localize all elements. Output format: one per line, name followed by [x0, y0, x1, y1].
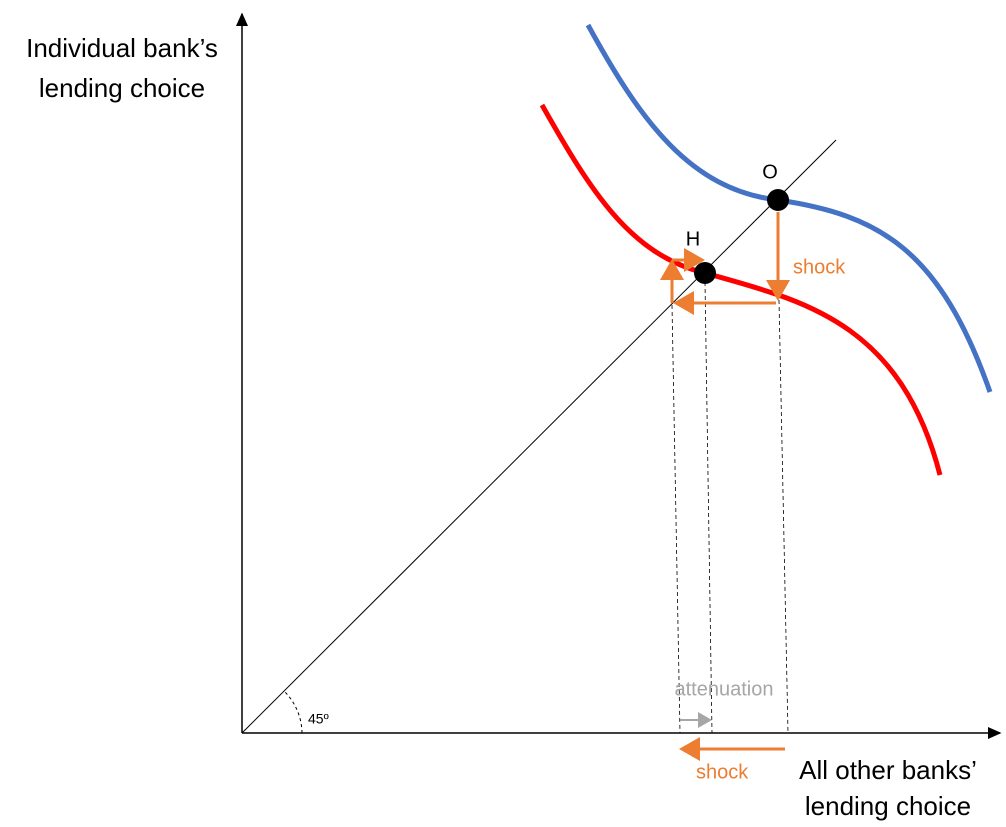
point-label: O [762, 161, 778, 183]
x-label: lending choice [805, 791, 971, 821]
attenuation-label: attenuation [675, 678, 774, 700]
45-degree-line [241, 139, 837, 734]
adjustment-arrows [660, 212, 790, 761]
angle-label: 45º [308, 711, 329, 727]
angle-arc [283, 690, 303, 734]
y-label: lending choice [39, 73, 205, 103]
blue-curve [585, 23, 993, 393]
projection-lines [671, 281, 789, 734]
y-label: Individual bank’s [26, 33, 218, 63]
shock-label: shock [793, 256, 846, 278]
point-label: H [686, 228, 700, 250]
point-h [694, 262, 716, 284]
shock-label: shock [696, 761, 749, 783]
red-curve [539, 103, 943, 476]
point-o [767, 189, 789, 211]
x-label: All other banks’ [799, 755, 977, 785]
